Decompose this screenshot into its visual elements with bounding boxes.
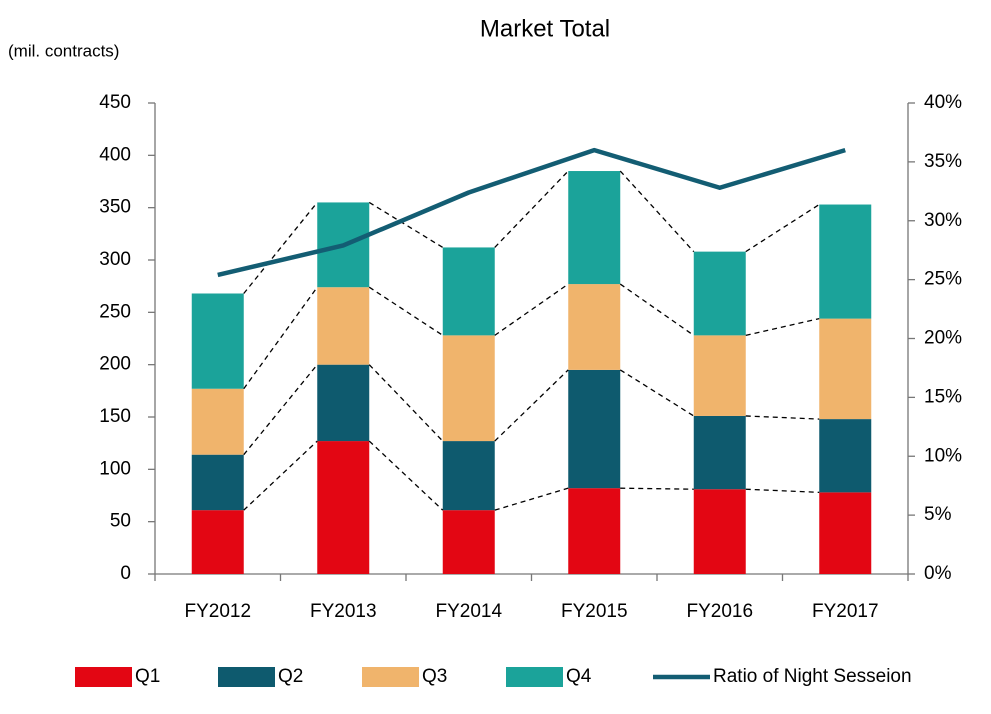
y-tick-label: 350 [99,197,131,218]
bar-segment [693,415,746,490]
connector-line [494,170,569,248]
legend-label: Q1 [135,666,160,687]
bar-segment [442,335,495,442]
x-tick-label: FY2013 [310,601,377,622]
y-tick-label: 300 [99,249,131,270]
bar-segment [568,369,621,489]
ratio-line [217,147,846,278]
y-tick-label: 400 [99,144,131,165]
bar-segment [191,510,244,574]
connector-line [368,440,444,511]
y2-tick-label: 15% [924,386,962,407]
connector-line [619,283,695,336]
connector-line [494,487,569,511]
connector-line [368,286,444,336]
legend-swatch [362,667,419,687]
bar-segment [442,247,495,336]
x-tick-label: FY2016 [686,601,753,622]
bar-segment [442,441,495,511]
bar-segment [819,318,872,420]
connector-line [243,286,318,390]
connector-line [745,317,820,336]
legend-swatch [75,667,132,687]
bar-segment [819,204,872,319]
chart-title: Market Total [480,15,610,42]
y2-tick-label: 10% [924,445,962,466]
connector-line [620,487,694,490]
y2-tick-label: 30% [924,210,962,231]
x-tick-label: FY2015 [561,601,628,622]
y-tick-label: 250 [99,301,131,322]
connector-line [619,369,695,417]
y-tick-label: 50 [110,511,131,532]
connector-line [745,203,820,253]
connector-line [745,415,820,420]
bar-segment [693,489,746,574]
bar-segment [693,335,746,416]
connector-line [494,369,569,442]
bar-segment [317,364,370,442]
y2-tick-label: 5% [924,504,952,525]
bar-segment [191,388,244,455]
bar-segment [191,454,244,511]
bar-segment [819,492,872,574]
x-tick-label: FY2017 [812,601,879,622]
connector-line [243,440,318,511]
y-tick-label: 450 [99,92,131,113]
y-tick-label: 100 [99,458,131,479]
x-tick-label: FY2014 [435,601,502,622]
y2-tick-label: 25% [924,269,962,290]
bar-segment [568,284,621,370]
connector-line [494,283,569,336]
bar-segment [191,293,244,389]
legend-swatch [506,667,563,687]
x-tick-label: FY2012 [184,601,251,622]
y-axis-label: (mil. contracts) [8,41,119,60]
connector-line [619,170,695,253]
legend-label: Q3 [422,666,447,687]
y-tick-label: 150 [99,406,131,427]
connector-line [745,488,820,494]
bar-segment [693,251,746,336]
bar-segment [317,287,370,365]
y2-tick-label: 0% [924,563,952,584]
y2-tick-label: 35% [924,151,962,172]
bar-segment [568,488,621,574]
y-tick-label: 200 [99,354,131,375]
bar-segment [568,171,621,285]
connector-line [243,202,318,294]
y2-tick-label: 40% [924,92,962,113]
bar-segment [819,419,872,493]
legend-label: Ratio of Night Sesseion [713,666,912,687]
bar-segment [317,441,370,574]
bar-segment [442,510,495,574]
y2-tick-label: 20% [924,328,962,349]
legend-label: Q4 [566,666,592,687]
connector-line [243,364,318,456]
connector-line [368,364,444,442]
legend-swatch [218,667,275,687]
legend-label: Q2 [278,666,303,687]
y-tick-label: 0 [120,563,131,584]
